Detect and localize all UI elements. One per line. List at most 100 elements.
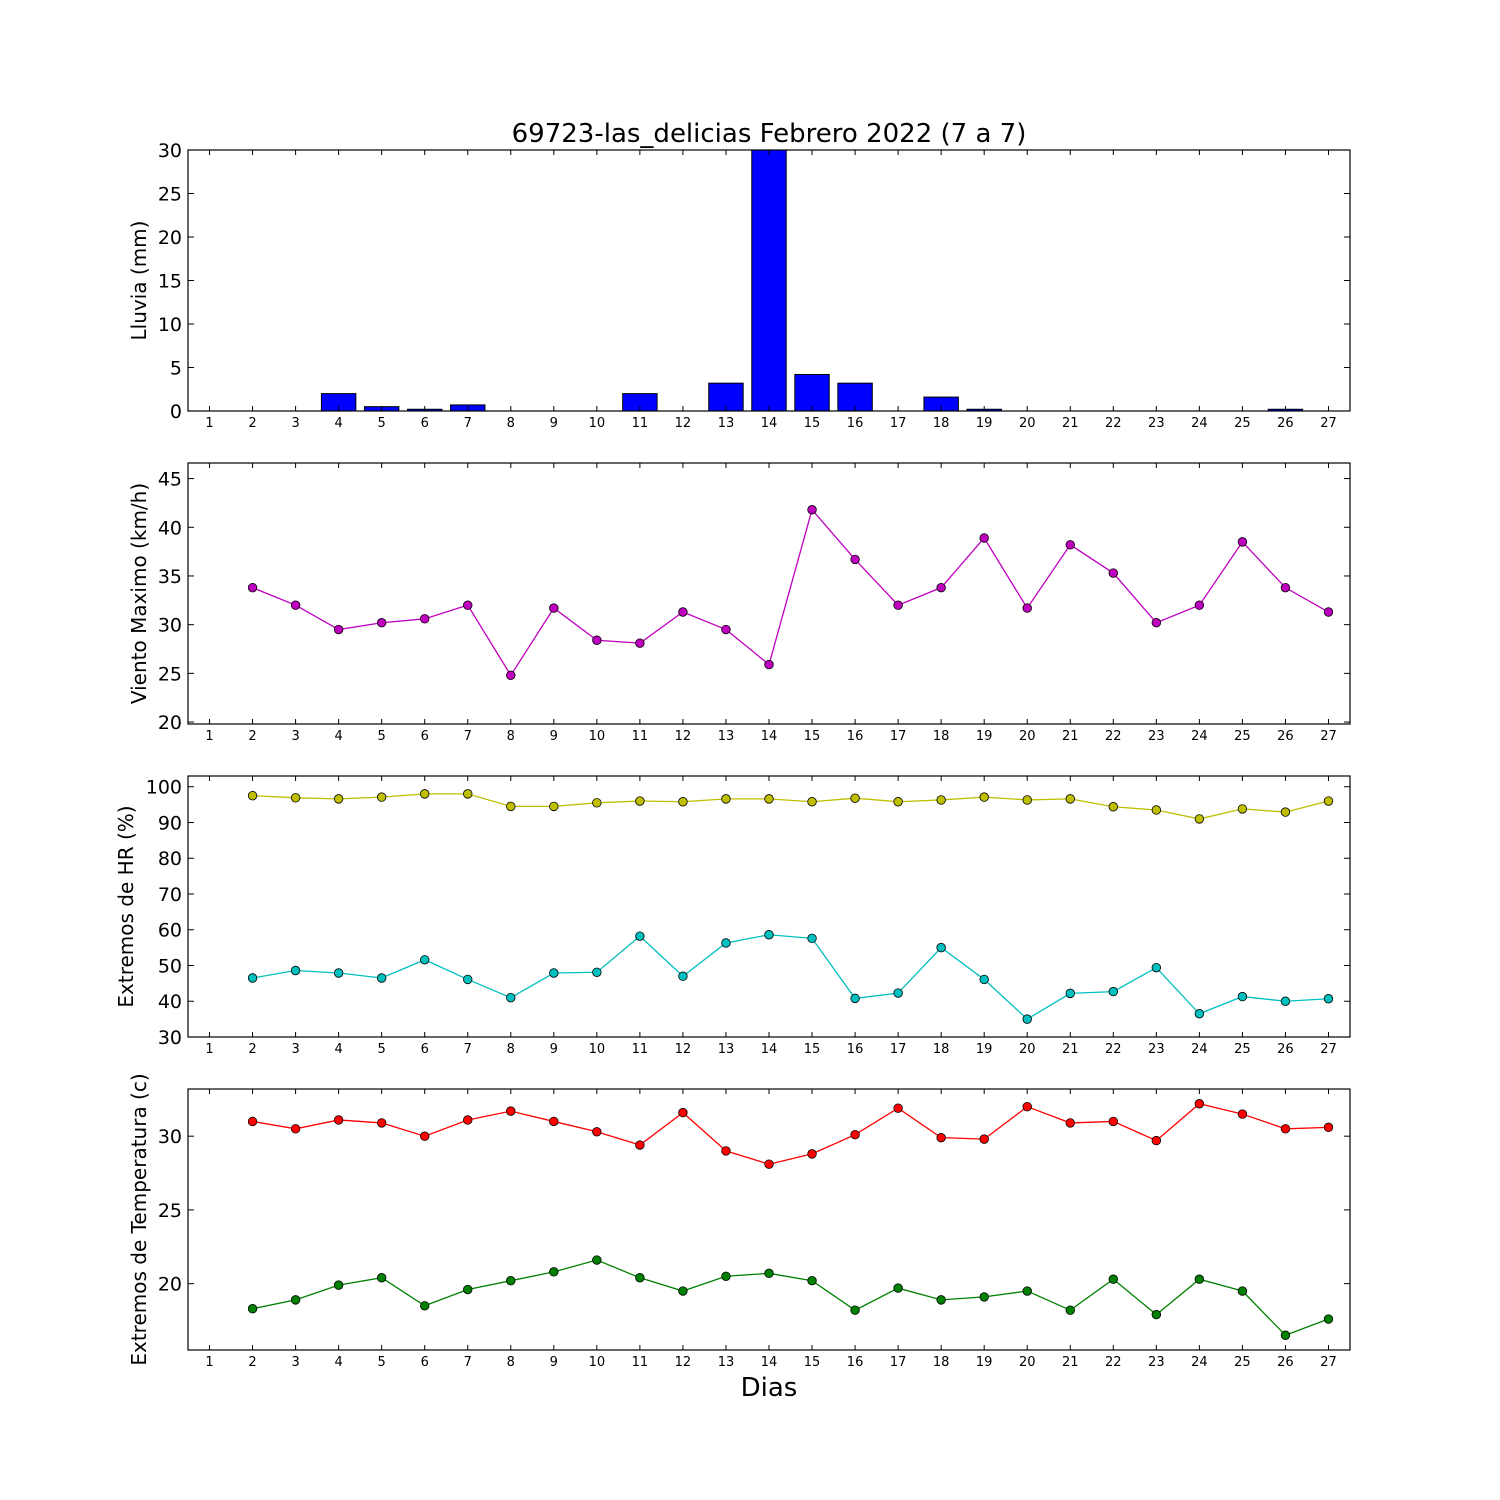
- x-tick-label: 13: [718, 1355, 735, 1370]
- x-tick-label: 6: [421, 416, 429, 431]
- series-point-1: [936, 795, 946, 805]
- x-tick-label: 22: [1105, 416, 1122, 431]
- x-tick-label: 26: [1277, 1355, 1294, 1370]
- x-tick-label: 23: [1148, 416, 1165, 431]
- series-point-2: [463, 974, 473, 985]
- x-tick-label: 8: [507, 1355, 515, 1370]
- series-point-1: [1022, 1101, 1032, 1112]
- series-point-1: [376, 1118, 387, 1128]
- y-tick-label: 20: [158, 1274, 182, 1296]
- series-point-2: [376, 1273, 387, 1283]
- series-point-1: [1108, 1116, 1118, 1127]
- series-point-1: [721, 794, 731, 804]
- x-tick-label: 11: [632, 1042, 649, 1057]
- x-tick-label: 18: [933, 416, 950, 431]
- series-point-1: [506, 801, 516, 812]
- series-point-2: [764, 930, 774, 940]
- series-point-1: [333, 794, 344, 804]
- x-tick-label: 25: [1234, 1042, 1251, 1057]
- x-tick-label: 20: [1019, 1355, 1036, 1370]
- x-tick-label: 9: [550, 729, 558, 744]
- x-tick-label: 25: [1234, 416, 1251, 431]
- series-line-1: [252, 793, 1329, 820]
- series-point-1: [420, 1131, 430, 1141]
- series-point-2: [807, 933, 817, 944]
- series-point-1: [1151, 805, 1162, 815]
- series-point-1: [850, 554, 860, 565]
- x-tick-label: 4: [334, 1042, 342, 1057]
- y-tick-label: 80: [158, 848, 182, 870]
- x-tick-label: 7: [464, 1042, 472, 1057]
- x-tick-label: 6: [421, 729, 429, 744]
- series-point-2: [936, 1295, 946, 1305]
- series-point-1: [1280, 807, 1291, 817]
- series-point-1: [764, 794, 774, 804]
- x-tick-label: 5: [378, 1355, 386, 1370]
- x-tick-label: 13: [718, 416, 735, 431]
- y-tick-label: 30: [158, 1126, 182, 1148]
- series-point-1: [333, 624, 344, 635]
- series-point-1: [1065, 794, 1075, 804]
- series-point-1: [463, 789, 473, 799]
- x-tick-label: 24: [1191, 1042, 1208, 1057]
- x-tick-label: 20: [1019, 729, 1036, 744]
- x-tick-label: 24: [1191, 729, 1208, 744]
- x-tick-label: 12: [675, 1355, 692, 1370]
- plot-frame: [187, 462, 1351, 725]
- series-point-2: [549, 1267, 559, 1277]
- y-tick-label: 25: [158, 184, 182, 206]
- series-point-1: [247, 1116, 258, 1127]
- chart-title: 69723-las_delicias Febrero 2022 (7 a 7): [512, 119, 1027, 149]
- x-tick-label: 19: [976, 1042, 993, 1057]
- x-tick-label: 21: [1062, 416, 1079, 431]
- series-point-1: [979, 1134, 989, 1144]
- y-tick-label: 25: [158, 1200, 182, 1222]
- series-point-1: [1280, 1124, 1291, 1134]
- y-axis-label: Lluvia (mm): [127, 221, 151, 341]
- series-point-2: [506, 992, 516, 1003]
- x-tick-label: 2: [248, 729, 256, 744]
- series-point-1: [1151, 618, 1162, 628]
- series-point-2: [1108, 986, 1118, 997]
- x-tick-label: 19: [976, 1355, 993, 1370]
- series-point-1: [850, 1130, 860, 1140]
- series-line-2: [252, 1259, 1329, 1337]
- series-point-2: [1323, 1314, 1334, 1324]
- x-tick-label: 4: [334, 1355, 342, 1370]
- series-point-1: [592, 635, 602, 645]
- x-tick-label: 10: [589, 1355, 606, 1370]
- series-point-1: [635, 1140, 645, 1150]
- series-point-2: [1065, 1305, 1075, 1315]
- series-point-1: [721, 624, 731, 635]
- series-point-1: [936, 1132, 946, 1143]
- x-tick-label: 17: [890, 1355, 907, 1370]
- series-point-1: [420, 789, 430, 799]
- series-point-1: [893, 797, 903, 807]
- x-tick-label: 24: [1191, 1355, 1208, 1370]
- series-point-1: [290, 1124, 301, 1134]
- x-tick-label: 14: [761, 729, 778, 744]
- x-tick-label: 16: [847, 729, 864, 744]
- series-point-2: [1065, 988, 1075, 999]
- series-point-2: [592, 1255, 602, 1265]
- series-point-1: [678, 1107, 688, 1118]
- x-tick-label: 13: [718, 1042, 735, 1057]
- y-tick-label: 40: [158, 991, 182, 1013]
- series-point-2: [333, 968, 344, 978]
- series-point-1: [764, 1159, 774, 1169]
- series-point-1: [376, 618, 387, 628]
- series-point-2: [635, 1273, 645, 1283]
- x-tick-label: 17: [890, 1042, 907, 1057]
- series-point-1: [1022, 603, 1032, 613]
- series-point-2: [807, 1275, 817, 1286]
- series-point-2: [979, 974, 989, 985]
- series-point-2: [1280, 1330, 1291, 1340]
- x-tick-label: 3: [291, 416, 299, 431]
- x-tick-label: 9: [550, 416, 558, 431]
- y-tick-label: 30: [158, 615, 182, 637]
- y-tick-label: 90: [158, 812, 182, 834]
- x-tick-label: 2: [248, 416, 256, 431]
- x-tick-label: 7: [464, 729, 472, 744]
- x-tick-label: 12: [675, 729, 692, 744]
- series-point-2: [1194, 1009, 1205, 1019]
